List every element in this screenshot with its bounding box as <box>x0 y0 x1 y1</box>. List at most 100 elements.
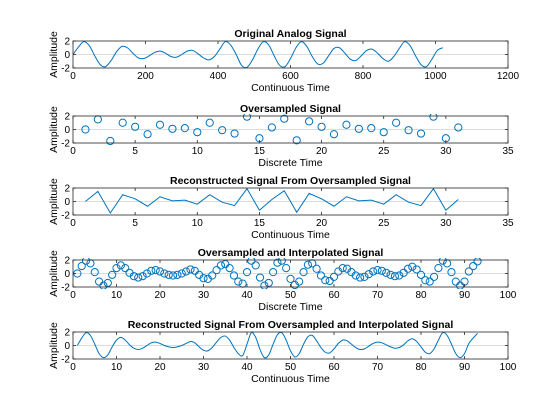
data-point <box>408 262 417 271</box>
data-point <box>351 271 360 280</box>
chart-title: Oversampled Signal <box>240 103 341 115</box>
data-point <box>342 120 351 129</box>
data-point <box>186 265 195 274</box>
data-point <box>205 118 214 127</box>
data-point <box>386 270 395 279</box>
data-point <box>168 271 178 280</box>
y-axis-label: Amplitude <box>48 178 60 225</box>
data-point <box>282 264 291 273</box>
y-tick-label: 0 <box>64 50 70 61</box>
data-point <box>373 266 382 275</box>
data-point <box>273 258 282 267</box>
data-point <box>434 264 443 273</box>
data-point <box>216 261 225 270</box>
data-point <box>230 129 239 138</box>
y-axis-label: Amplitude <box>48 322 60 369</box>
data-point <box>412 265 421 274</box>
data-point <box>251 261 260 270</box>
data-point <box>356 273 365 282</box>
x-tick-label: 800 <box>355 71 372 82</box>
data-point <box>173 270 182 279</box>
x-tick-label: 15 <box>254 218 266 229</box>
x-tick-label: 0 <box>70 146 76 157</box>
data-point <box>395 271 404 280</box>
series <box>76 331 478 359</box>
x-axis-label: Continuous Time <box>251 229 330 241</box>
x-tick-label: 10 <box>111 362 123 373</box>
data-point <box>160 269 169 278</box>
data-point <box>456 281 465 289</box>
data-point <box>208 271 217 280</box>
x-tick-label: 5 <box>132 146 138 157</box>
data-point <box>180 124 189 133</box>
data-point <box>464 267 473 276</box>
data-point <box>354 124 363 133</box>
data-point <box>95 277 104 286</box>
x-axis-label: Continuous Time <box>251 373 330 385</box>
data-point <box>229 271 239 280</box>
x-tick-label: 70 <box>372 290 384 301</box>
series-line <box>76 331 478 359</box>
y-tick-label: 0 <box>64 269 70 280</box>
x-tick-label: 25 <box>378 146 390 157</box>
data-point <box>312 264 321 273</box>
x-tick-label: 30 <box>440 218 452 229</box>
data-point <box>106 136 115 145</box>
data-point <box>325 276 334 286</box>
x-tick-label: 30 <box>198 362 210 373</box>
data-point <box>151 266 160 275</box>
data-point <box>377 266 386 275</box>
y-axis-label: Amplitude <box>48 250 60 297</box>
x-tick-label: 20 <box>154 290 166 301</box>
data-point <box>269 268 278 277</box>
x-tick-label: 50 <box>285 290 297 301</box>
y-tick-label: 2 <box>64 256 70 267</box>
chart-title: Original Analog Signal <box>234 28 346 40</box>
data-point <box>329 272 339 281</box>
data-point <box>305 117 314 126</box>
data-point <box>364 270 373 279</box>
data-point <box>338 264 347 273</box>
data-point <box>303 260 312 269</box>
data-point <box>77 261 86 271</box>
y-tick-label: 0 <box>64 197 70 208</box>
x-tick-label: 20 <box>316 218 328 229</box>
data-point <box>193 128 202 137</box>
data-point <box>138 272 147 281</box>
x-axis-label: Discrete Time <box>258 301 322 313</box>
data-point <box>299 268 308 277</box>
x-tick-label: 30 <box>440 146 452 157</box>
data-point <box>416 270 426 279</box>
y-tick-label: -2 <box>61 64 70 75</box>
x-tick-label: 20 <box>316 146 328 157</box>
y-tick-label: 0 <box>64 341 70 352</box>
data-point <box>99 281 108 289</box>
series <box>85 187 459 214</box>
data-point <box>438 258 447 265</box>
data-point <box>190 266 199 275</box>
y-tick-label: 2 <box>64 184 70 195</box>
data-point <box>329 130 339 139</box>
data-point <box>399 268 408 277</box>
data-point <box>286 274 295 283</box>
x-tick-label: 70 <box>372 362 384 373</box>
x-tick-label: 0 <box>70 362 76 373</box>
data-point <box>121 264 130 273</box>
x-tick-label: 100 <box>500 362 517 373</box>
data-point <box>147 266 156 275</box>
y-tick-label: 2 <box>64 37 70 48</box>
x-tick-label: 600 <box>282 71 299 82</box>
x-tick-label: 15 <box>254 146 266 157</box>
x-tick-label: 90 <box>459 290 471 301</box>
data-point <box>379 128 388 137</box>
x-tick-label: 0 <box>70 218 76 229</box>
x-tick-label: 10 <box>192 146 204 157</box>
data-point <box>142 269 152 278</box>
x-tick-label: 80 <box>415 362 427 373</box>
data-point <box>234 277 243 286</box>
data-point <box>416 129 426 138</box>
x-tick-label: 90 <box>459 362 471 373</box>
